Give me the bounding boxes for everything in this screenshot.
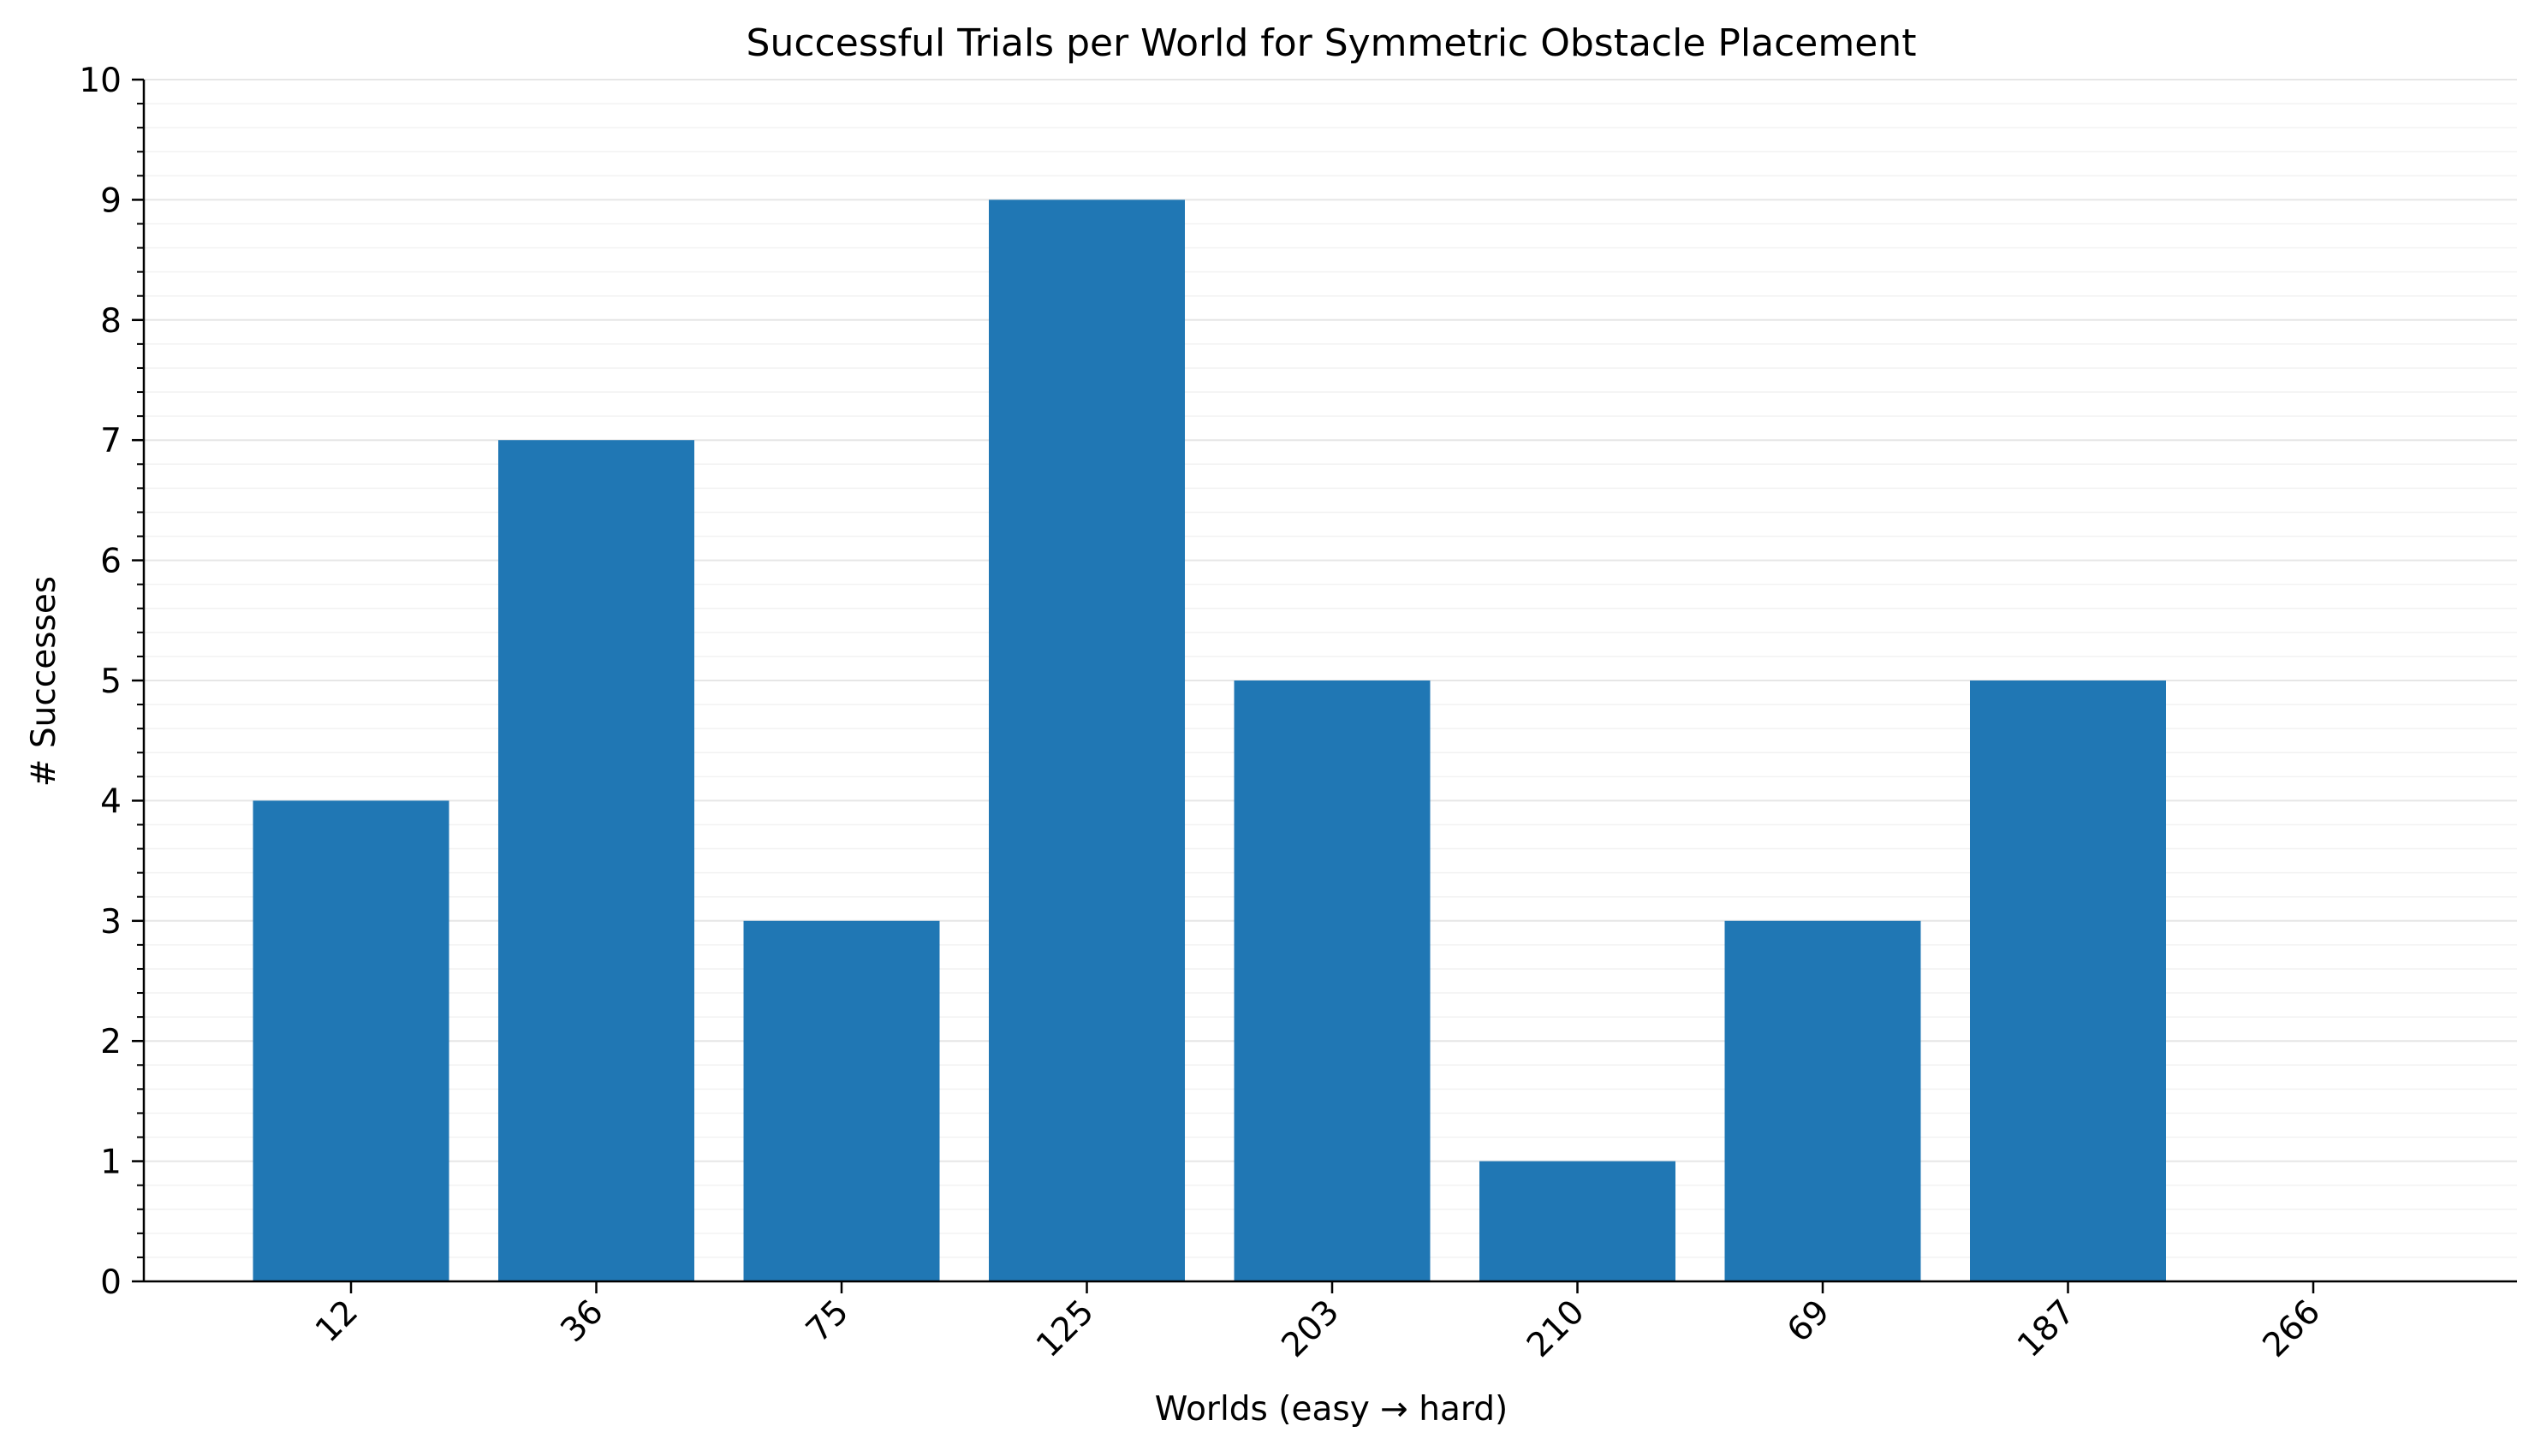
x-tick-label: 75 bbox=[799, 1293, 856, 1350]
bar-203 bbox=[1234, 680, 1431, 1281]
y-tick-label: 2 bbox=[100, 1023, 122, 1061]
y-tick-label: 3 bbox=[100, 903, 122, 942]
y-tick-label: 10 bbox=[79, 62, 122, 100]
y-tick-label: 4 bbox=[100, 782, 122, 821]
y-tick-label: 1 bbox=[100, 1144, 122, 1182]
y-tick-label: 6 bbox=[100, 543, 122, 581]
bar-69 bbox=[1724, 920, 1921, 1281]
x-tick-label: 125 bbox=[1029, 1293, 1101, 1364]
x-tick-label: 69 bbox=[1780, 1293, 1837, 1350]
bar-36 bbox=[498, 440, 694, 1281]
bar-210 bbox=[1479, 1161, 1675, 1281]
x-axis-label: Worlds (easy → hard) bbox=[1155, 1390, 1508, 1429]
chart-title: Successful Trials per World for Symmetri… bbox=[747, 21, 1917, 65]
bars bbox=[253, 199, 2166, 1281]
y-axis-label: # Successes bbox=[25, 576, 63, 787]
y-tick-label: 7 bbox=[100, 422, 122, 461]
bar-125 bbox=[989, 199, 1185, 1281]
bar-75 bbox=[743, 920, 940, 1281]
axes bbox=[132, 78, 2517, 1293]
x-tick-label: 187 bbox=[2010, 1293, 2082, 1364]
x-tick-label: 12 bbox=[308, 1293, 366, 1350]
x-tick-label: 210 bbox=[1520, 1293, 1592, 1364]
x-tick-label: 36 bbox=[554, 1293, 611, 1350]
y-tick-label: 8 bbox=[100, 302, 122, 341]
bar-187 bbox=[1970, 680, 2166, 1281]
x-tick-label: 203 bbox=[1275, 1293, 1347, 1364]
y-tick-label: 9 bbox=[100, 181, 122, 220]
y-tick-label: 5 bbox=[100, 663, 122, 701]
y-tick-label: 0 bbox=[100, 1263, 122, 1302]
x-tick-label: 266 bbox=[2256, 1293, 2328, 1364]
bar-12 bbox=[253, 800, 449, 1281]
